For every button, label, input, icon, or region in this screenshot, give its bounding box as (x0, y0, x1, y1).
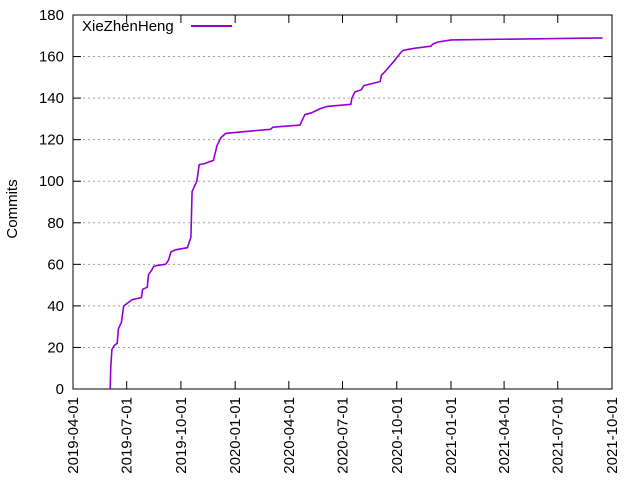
x-tick-label: 2021-04-01 (496, 397, 513, 474)
x-tick-label: 2020-04-01 (281, 397, 298, 474)
x-tick-label: 2020-10-01 (389, 397, 406, 474)
legend-label: XieZhenHeng (82, 18, 174, 35)
x-axis: 2019-04-01 2019-07-01 2019-10-01 2020-01-01… (65, 15, 621, 474)
x-tick-label: 2020-01-01 (227, 397, 244, 474)
chart-legend: XieZhenHeng (82, 18, 232, 35)
y-axis-label: Commits (4, 179, 21, 238)
y-tick-label: 140 (39, 90, 64, 107)
y-tick-label: 180 (39, 7, 64, 24)
plot-border (72, 14, 613, 390)
y-tick-label: 20 (47, 339, 64, 356)
x-tick-label: 2020-07-01 (335, 397, 352, 474)
series-line (109, 37, 603, 390)
x-tick-label: 2019-04-01 (65, 397, 82, 474)
x-tick-label: 2019-07-01 (119, 397, 136, 474)
y-tick-label: 60 (47, 256, 64, 273)
plot-area (72, 14, 613, 390)
y-tick-label: 0 (56, 381, 64, 398)
y-axis: 0 20 40 60 80 100 120 140 160 180 (39, 7, 612, 398)
y-tick-label: 40 (47, 298, 64, 315)
chart-grid (73, 56, 612, 348)
y-tick-label: 120 (39, 132, 64, 149)
x-tick-label: 2021-07-01 (550, 397, 567, 474)
x-tick-label: 2021-10-01 (604, 397, 621, 474)
y-tick-label: 80 (47, 215, 64, 232)
y-tick-label: 100 (39, 173, 64, 190)
y-tick-label: 160 (39, 49, 64, 66)
x-tick-label: 2021-01-01 (443, 397, 460, 474)
x-tick-label: 2019-10-01 (173, 397, 190, 474)
